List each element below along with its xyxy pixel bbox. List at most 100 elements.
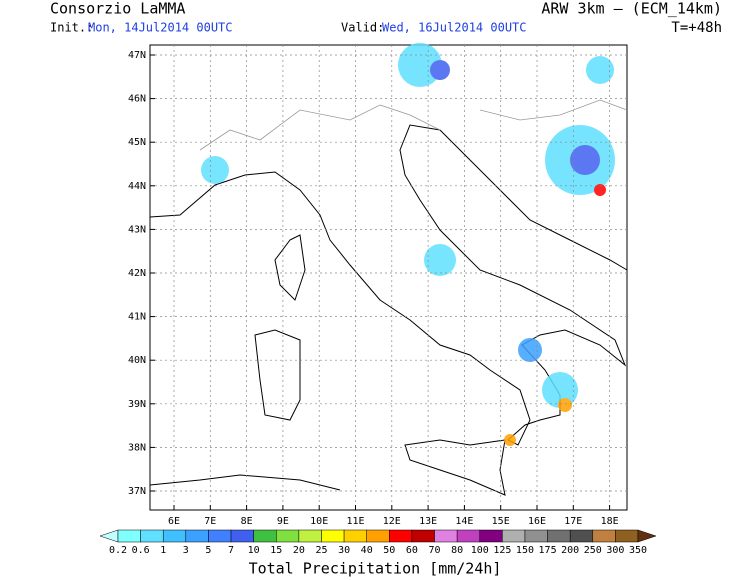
colorbar-label: 60 xyxy=(406,545,418,556)
colorbar-box xyxy=(343,529,367,543)
lead-time: T=+48h xyxy=(671,20,722,36)
colorbar-label: 40 xyxy=(361,545,373,556)
africa-coast xyxy=(149,474,341,491)
colorbar-box xyxy=(569,529,594,543)
precip-area xyxy=(504,434,516,446)
colorbar-label: 70 xyxy=(428,545,440,556)
init-label: Init.: xyxy=(50,21,93,35)
colorbar-box xyxy=(434,529,458,543)
colorbar-label: 150 xyxy=(516,545,534,556)
colorbar-box xyxy=(230,529,254,543)
lat-label: 44N xyxy=(128,181,146,192)
colorbar-box xyxy=(411,529,435,543)
valid-date: Wed, 16Jul2014 00UTC xyxy=(382,21,527,35)
lon-label: 11E xyxy=(346,516,364,527)
map xyxy=(149,43,628,511)
colorbar-label: 5 xyxy=(205,545,211,556)
colorbar-box xyxy=(276,529,300,543)
lon-label: 17E xyxy=(564,516,582,527)
lon-label: 10E xyxy=(310,516,328,527)
colorbar-arrow xyxy=(637,529,657,543)
colorbar-label: 125 xyxy=(493,545,511,556)
lon-label: 7E xyxy=(204,516,216,527)
colorbar-box xyxy=(479,529,503,543)
colorbar-label: 7 xyxy=(228,545,234,556)
colorbar-box xyxy=(524,529,548,543)
colorbar-label: 200 xyxy=(561,545,579,556)
colorbar-box xyxy=(208,529,232,543)
colorbar-label: 80 xyxy=(451,545,463,556)
precip-area xyxy=(570,145,600,175)
lon-label: 16E xyxy=(528,516,546,527)
colorbar-label: 300 xyxy=(606,545,624,556)
sardinia xyxy=(254,329,301,421)
lon-label: 15E xyxy=(492,516,510,527)
colorbar-label: 20 xyxy=(293,545,305,556)
lat-label: 43N xyxy=(128,224,146,235)
colorbar-label: 175 xyxy=(539,545,557,556)
colorbar-box xyxy=(615,529,639,543)
colorbar-box xyxy=(140,529,164,543)
lat-label: 45N xyxy=(128,137,146,148)
sicily xyxy=(404,439,506,496)
lon-label: 18E xyxy=(601,516,619,527)
lat-label: 39N xyxy=(128,399,146,410)
colorbar-label: 15 xyxy=(270,545,282,556)
lat-label: 42N xyxy=(128,268,146,279)
precip-area xyxy=(424,244,456,276)
precip-area xyxy=(594,184,606,196)
colorbar-box xyxy=(547,529,571,543)
lat-label: 40N xyxy=(128,355,146,366)
colorbar-label: 10 xyxy=(248,545,260,556)
colorbar-label: 0.6 xyxy=(132,545,150,556)
precip-area xyxy=(542,372,578,408)
colorbar-box xyxy=(162,529,187,543)
colorbar-label: 0.2 xyxy=(109,545,127,556)
map-frame xyxy=(149,44,628,511)
colorbar-box xyxy=(366,529,390,543)
colorbar-box xyxy=(185,529,209,543)
colorbar-title: Total Precipitation [mm/24h] xyxy=(249,560,502,578)
colorbar-box xyxy=(502,529,526,543)
colorbar-label: 350 xyxy=(629,545,647,556)
colorbar-label: 25 xyxy=(315,545,327,556)
precip-area xyxy=(558,398,572,412)
title: Consorzio LaMMA xyxy=(50,0,185,18)
balkan-coast xyxy=(439,129,628,271)
precipitation xyxy=(201,43,615,446)
lat-label: 41N xyxy=(128,312,146,323)
corsica xyxy=(274,234,306,301)
colorbar-label: 3 xyxy=(183,545,189,556)
alpine-border xyxy=(199,104,441,151)
precip-area xyxy=(398,43,442,87)
model: ARW 3km – (ECM_14km) xyxy=(541,0,722,18)
colorbar-box xyxy=(456,529,480,543)
precip-area xyxy=(518,338,542,362)
precip-area xyxy=(430,60,450,80)
borders xyxy=(199,99,628,151)
colorbar-box xyxy=(321,529,345,543)
colorbar-label: 30 xyxy=(338,545,350,556)
colorbar-label: 100 xyxy=(471,545,489,556)
lon-label: 13E xyxy=(419,516,437,527)
colorbar-box xyxy=(298,529,322,543)
colorbar-label: 250 xyxy=(584,545,602,556)
init-date: Mon, 14Jul2014 00UTC xyxy=(88,21,233,35)
colorbar-label: 50 xyxy=(383,545,395,556)
colorbar-label: 1 xyxy=(160,545,166,556)
lon-label: 8E xyxy=(241,516,253,527)
border xyxy=(479,99,628,121)
lon-label: 9E xyxy=(277,516,289,527)
valid-label: Valid: xyxy=(341,21,384,35)
colorbar-box xyxy=(592,529,616,543)
coastlines xyxy=(149,124,628,496)
lon-label: 6E xyxy=(168,516,180,527)
lon-label: 14E xyxy=(455,516,473,527)
lat-label: 47N xyxy=(128,50,146,61)
colorbar-box xyxy=(253,529,277,543)
lat-label: 38N xyxy=(128,442,146,453)
colorbar-box xyxy=(389,529,413,543)
italy-coast xyxy=(149,124,627,446)
colorbar-arrow xyxy=(99,529,119,543)
